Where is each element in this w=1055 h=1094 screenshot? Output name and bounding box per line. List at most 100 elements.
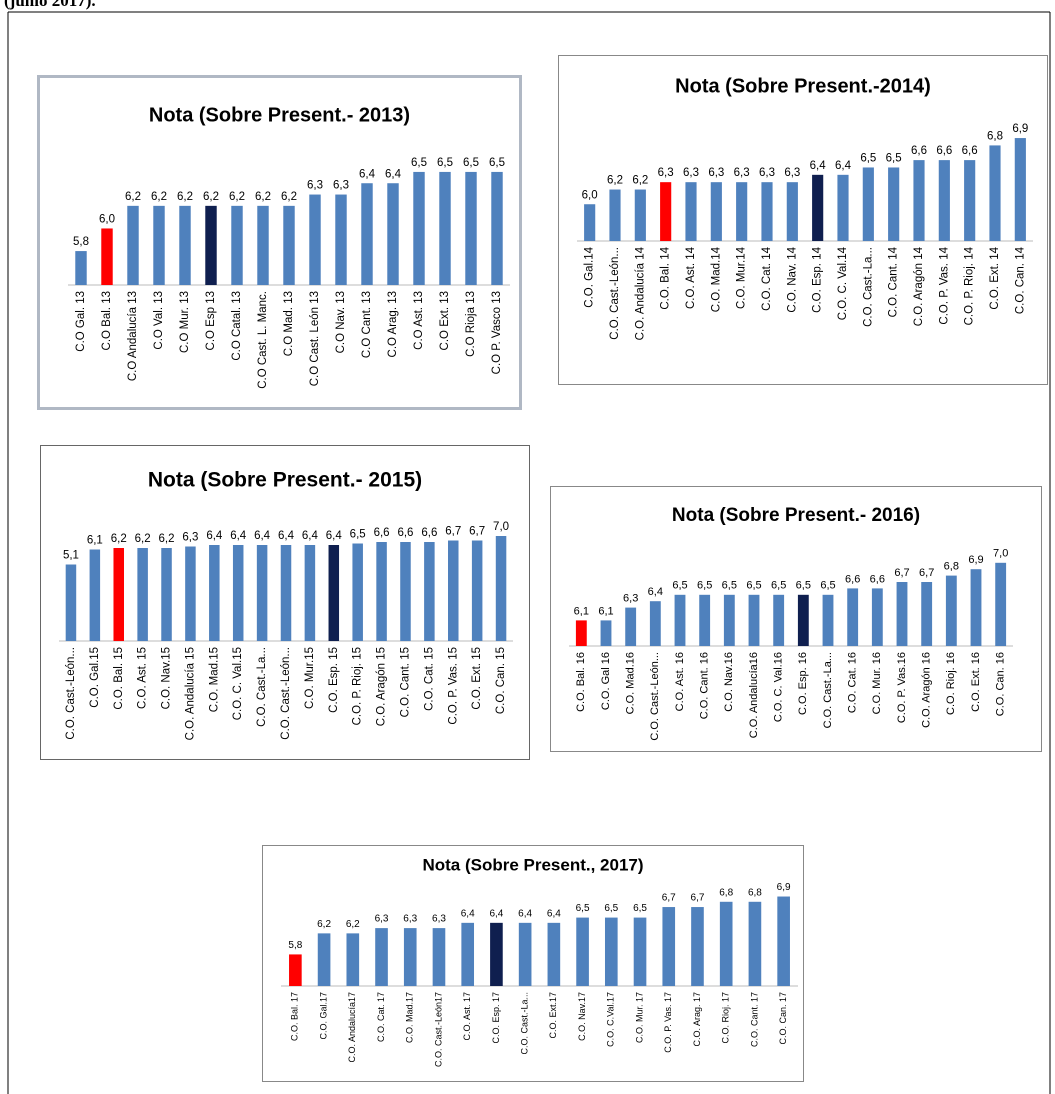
bar (786, 182, 798, 241)
x-tick-label: C.O. Cant. 17 (749, 992, 759, 1047)
value-label: 6,3 (784, 167, 800, 179)
value-label: 6,7 (894, 567, 909, 579)
x-tick-label: C.O. Nav.15 (161, 647, 173, 709)
value-label: 6,2 (151, 191, 167, 203)
bar (710, 182, 722, 241)
bar (691, 907, 704, 986)
bar (439, 171, 451, 285)
x-tick-label: C.O. Gal.15 (89, 647, 101, 708)
x-tick-label: C.O. Can. 14 (1014, 246, 1026, 314)
bar (424, 542, 435, 641)
bar (862, 167, 874, 241)
x-tick-label: C.O. Arag. 17 (692, 992, 702, 1047)
x-tick-label: C.O. Rioj. 17 (721, 992, 731, 1044)
x-tick-label: C.O. P. Vas.16 (896, 652, 908, 723)
bar (448, 540, 459, 641)
bar (256, 545, 268, 641)
value-label: 5,8 (288, 940, 302, 951)
bar (185, 546, 196, 641)
value-label: 6,4 (810, 160, 827, 172)
value-label: 6,2 (203, 191, 219, 203)
value-label: 6,2 (255, 191, 271, 203)
chart: Nota (Sobre Present.- 2015) 5,1 C.O. Cast.… (59, 469, 513, 740)
x-tick-label: C.O. P. Vas. 15 (447, 647, 459, 725)
value-label: 6,4 (835, 160, 852, 172)
x-tick-label: C.O. Rioj. 16 (945, 652, 957, 715)
bar (674, 594, 686, 646)
bar (736, 182, 748, 241)
bar (777, 896, 790, 986)
value-label: 6,9 (968, 554, 983, 566)
value-label: 6,2 (111, 533, 127, 545)
value-label: 6,4 (302, 530, 319, 542)
x-tick-label: C.O Nav. 13 (335, 291, 347, 353)
bar (361, 183, 373, 285)
x-tick-label: C.O Gal. 13 (75, 291, 87, 352)
bar (847, 588, 859, 646)
value-label: 6,3 (333, 180, 349, 192)
bar (65, 564, 77, 641)
bar (179, 205, 191, 285)
chart: Nota (Sobre Present.-2014) 6,0 C.O. Gal.14… (577, 75, 1033, 340)
x-tick-label: C.O. Cast.-León... (609, 247, 621, 340)
value-label: 6,5 (437, 157, 453, 169)
chart-panel: Nota (Sobre Present.- 2016) 6,1 C.O. Bal. … (550, 486, 1042, 752)
value-label: 6,0 (582, 189, 598, 201)
chart-panel: Nota (Sobre Present.- 2015) 5,1 C.O. Cast.… (40, 445, 530, 760)
bar (1014, 138, 1026, 241)
bar (649, 601, 661, 646)
x-tick-label: C.O. Nav. 14 (786, 246, 798, 312)
x-tick-label: C.O. Mur.14 (736, 246, 748, 309)
chart: Nota (Sobre Present., 2017) 5,8 C.O. Bal. … (281, 855, 798, 1067)
x-tick-label: C.O. P. Vas. 14 (938, 246, 950, 324)
value-label: 6,2 (607, 175, 623, 187)
x-tick-label: C.O Cast. León 13 (309, 291, 321, 386)
value-label: 6,9 (777, 882, 791, 893)
bar (413, 171, 425, 285)
x-tick-label: C.O. Gal 16 (600, 652, 612, 710)
x-tick-label: C.O. Ast. 15 (137, 647, 149, 709)
value-label: 6,6 (962, 145, 978, 157)
x-tick-label: C.O. Mad.16 (625, 652, 637, 714)
value-label: 6,3 (734, 167, 750, 179)
x-tick-label: C.O Ast. 13 (413, 291, 425, 350)
value-label: 6,3 (623, 593, 638, 605)
bar (685, 182, 697, 241)
value-label: 6,4 (489, 908, 503, 919)
value-label: 6,1 (574, 605, 589, 617)
bar (633, 917, 647, 986)
bar (491, 171, 503, 285)
bar (584, 204, 596, 241)
x-tick-label: C.O. Ext. 16 (970, 652, 982, 712)
value-label: 6,5 (350, 529, 366, 541)
value-label: 6,5 (463, 157, 479, 169)
x-tick-label: C.O. C. Val.15 (232, 647, 244, 720)
value-label: 6,2 (346, 919, 360, 930)
bar (609, 189, 621, 241)
x-tick-label: C.O. Cant. 15 (400, 647, 412, 717)
value-label: 6,5 (604, 903, 618, 914)
x-tick-label: C.O. Aragón 16 (921, 652, 933, 728)
x-tick-label: C.O. Cat. 15 (423, 647, 435, 711)
value-label: 6,7 (662, 893, 676, 904)
bar (490, 922, 503, 986)
bar (335, 194, 347, 285)
value-label: 6,0 (99, 213, 115, 225)
bar (921, 582, 933, 646)
bar (913, 160, 925, 241)
x-tick-label: C.O. Andalucía16 (748, 652, 760, 738)
value-label: 6,5 (771, 580, 786, 592)
x-tick-label: C.O. Cast.-La... (520, 992, 530, 1055)
value-label: 6,3 (708, 167, 724, 179)
chart: Nota (Sobre Present.- 2013) 5,8 C.O Gal. 1… (68, 104, 510, 389)
x-tick-label: C.O. Cat. 14 (761, 246, 773, 311)
bar (137, 548, 148, 641)
value-label: 6,5 (672, 580, 687, 592)
value-label: 6,4 (385, 168, 402, 180)
value-label: 6,4 (326, 530, 343, 542)
value-label: 6,4 (461, 908, 475, 919)
bar (871, 588, 883, 646)
x-tick-label: C.O. Ast. 16 (674, 652, 686, 711)
x-tick-label: C.O. Cast.-La... (256, 647, 268, 727)
value-label: 6,7 (691, 893, 705, 904)
